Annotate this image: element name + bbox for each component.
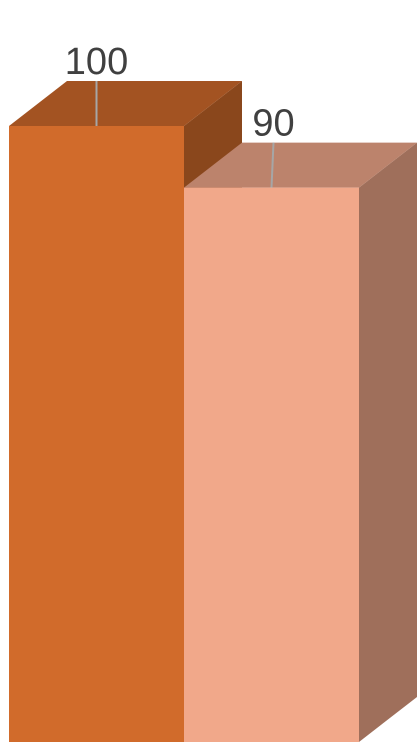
- bar-2-top-face: [184, 142, 417, 188]
- bar-2: [184, 142, 417, 742]
- bar-2-side-face: [359, 142, 417, 742]
- bar-1-front-face: [9, 126, 184, 742]
- leader-line-2: [270, 142, 275, 188]
- bar-2-front-face: [184, 187, 359, 742]
- data-labels-group: 100 90: [65, 41, 295, 188]
- data-label-2: 90: [252, 103, 294, 145]
- bars-group: [9, 81, 417, 742]
- data-label-1: 100: [65, 41, 128, 83]
- bar-1-top-face: [9, 81, 242, 126]
